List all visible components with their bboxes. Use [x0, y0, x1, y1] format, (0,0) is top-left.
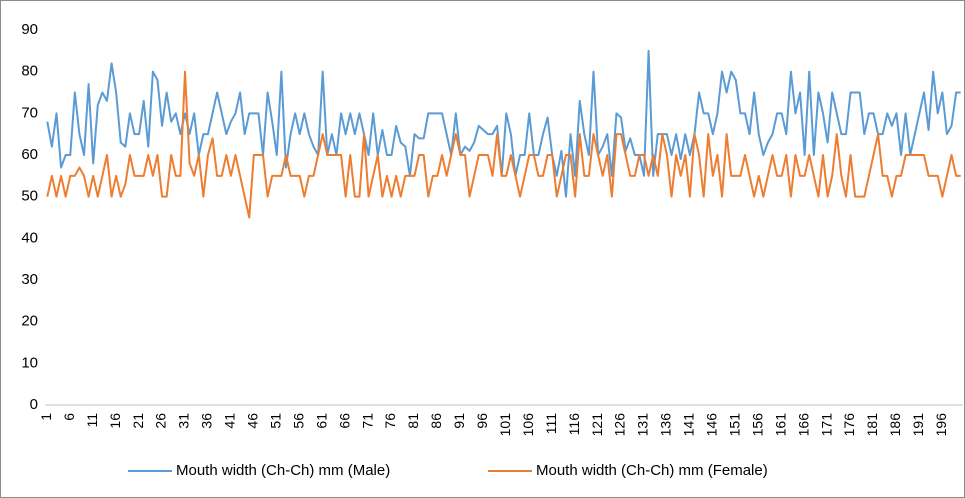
- x-tick-label: 171: [818, 413, 834, 437]
- x-tick-label: 11: [84, 413, 100, 428]
- x-tick-label: 101: [497, 413, 513, 437]
- series-line: [46, 49, 961, 198]
- series-line: [46, 70, 961, 219]
- legend-label: Mouth width (Ch-Ch) mm (Male): [176, 462, 390, 479]
- x-tick-label: 176: [841, 413, 857, 437]
- x-tick-label: 31: [176, 413, 192, 429]
- x-tick-label: 16: [107, 413, 123, 429]
- x-tick-label: 36: [199, 413, 215, 429]
- x-tick-label: 81: [405, 413, 421, 429]
- x-tick-label: 111: [543, 413, 559, 434]
- y-tick-label: 40: [21, 229, 38, 246]
- x-tick-label: 66: [336, 413, 352, 429]
- x-tick-label: 141: [681, 413, 697, 437]
- x-tick-label: 126: [612, 413, 628, 437]
- x-tick-label: 71: [359, 413, 375, 429]
- x-tick-label: 26: [153, 413, 169, 429]
- x-tick-label: 106: [520, 413, 536, 437]
- y-tick-label: 90: [21, 21, 38, 38]
- x-tick-label: 61: [313, 413, 329, 429]
- x-tick-label: 96: [474, 413, 490, 429]
- y-tick-label: 60: [21, 146, 38, 163]
- x-tick-label: 86: [428, 413, 444, 429]
- y-tick-label: 10: [21, 354, 38, 371]
- x-tick-label: 196: [933, 413, 949, 437]
- y-tick-label: 30: [21, 271, 38, 288]
- x-tick-label: 186: [887, 413, 903, 437]
- x-tick-label: 76: [382, 413, 398, 429]
- x-tick-label: 151: [726, 413, 742, 437]
- x-tick-label: 6: [61, 413, 77, 421]
- x-tick-label: 146: [704, 413, 720, 437]
- x-tick-label: 156: [749, 413, 765, 437]
- x-tick-label: 116: [566, 413, 582, 436]
- y-tick-label: 20: [21, 313, 38, 330]
- x-tick-label: 1: [38, 413, 54, 421]
- x-tick-label: 56: [290, 413, 306, 429]
- legend-label: Mouth width (Ch-Ch) mm (Female): [536, 462, 768, 479]
- x-tick-label: 121: [589, 413, 605, 437]
- x-tick-label: 51: [267, 413, 283, 429]
- x-tick-label: 191: [910, 413, 926, 437]
- y-tick-label: 50: [21, 188, 38, 205]
- x-tick-label: 181: [864, 413, 880, 437]
- x-tick-label: 136: [658, 413, 674, 437]
- x-tick-label: 41: [222, 413, 238, 429]
- y-tick-label: 70: [21, 104, 38, 121]
- x-tick-label: 91: [451, 413, 467, 429]
- x-tick-label: 161: [772, 413, 788, 437]
- x-tick-label: 166: [795, 413, 811, 437]
- x-tick-label: 21: [130, 413, 146, 429]
- y-tick-label: 80: [21, 63, 38, 80]
- y-tick-label: 0: [30, 396, 38, 413]
- x-tick-label: 46: [245, 413, 261, 429]
- x-tick-label: 131: [635, 413, 651, 437]
